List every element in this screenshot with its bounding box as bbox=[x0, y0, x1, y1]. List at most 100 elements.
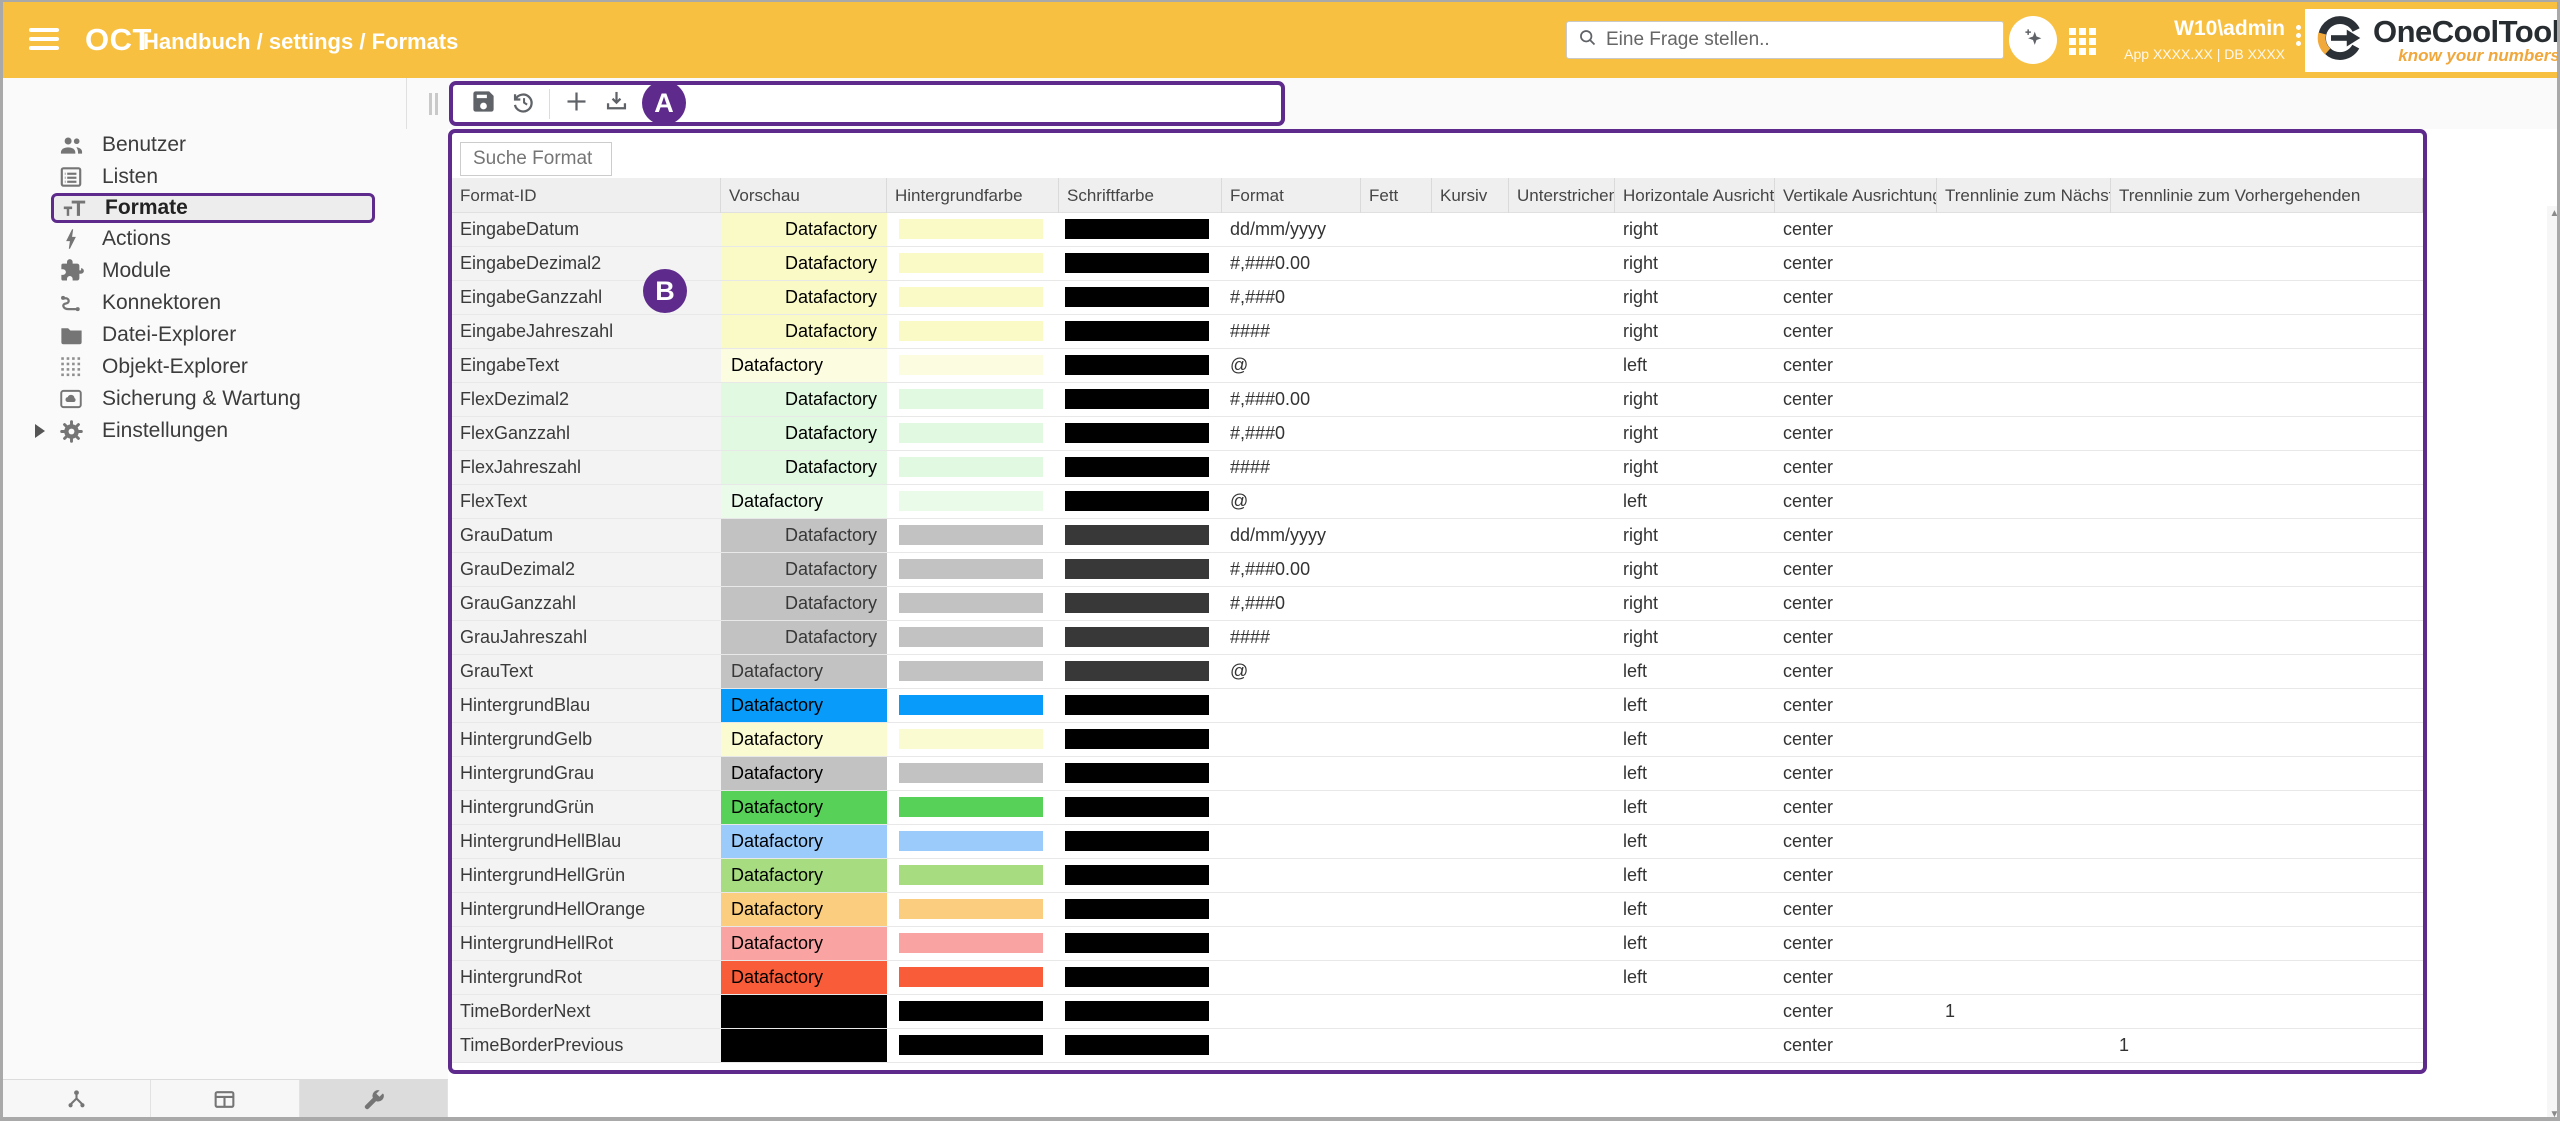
download-button[interactable] bbox=[596, 86, 636, 122]
cell-separator-next bbox=[1937, 825, 2111, 858]
table-row[interactable]: HintergrundGrauDatafactoryleftcenter bbox=[452, 757, 2423, 791]
cell-font-color bbox=[1059, 417, 1222, 450]
cell-horizontal-align: left bbox=[1615, 655, 1775, 688]
cell-vertical-align: center bbox=[1775, 281, 1937, 314]
column-header[interactable]: Format-ID bbox=[452, 178, 721, 213]
cell-underline bbox=[1509, 213, 1615, 246]
app-grid-icon[interactable] bbox=[2069, 28, 2095, 54]
expand-arrow-icon[interactable] bbox=[35, 424, 45, 438]
table-row[interactable]: HintergrundBlauDatafactoryleftcenter bbox=[452, 689, 2423, 723]
cell-background-color bbox=[887, 757, 1059, 790]
cell-underline bbox=[1509, 519, 1615, 552]
column-header[interactable]: Vertikale Ausrichtung bbox=[1775, 178, 1937, 213]
table-row[interactable]: GrauDatumDatafactorydd/mm/yyyyrightcente… bbox=[452, 519, 2423, 553]
cell-format bbox=[1222, 689, 1361, 722]
table-row[interactable]: EingabeDatumDatafactorydd/mm/yyyyrightce… bbox=[452, 213, 2423, 247]
add-button[interactable] bbox=[556, 86, 596, 122]
cell-bold bbox=[1361, 485, 1432, 518]
cell-format-id: HintergrundGrün bbox=[452, 791, 721, 824]
table-row[interactable]: HintergrundGrünDatafactoryleftcenter bbox=[452, 791, 2423, 825]
cell-bold bbox=[1361, 553, 1432, 586]
sidebar-item-actions[interactable]: Actions bbox=[3, 223, 448, 255]
table-row[interactable]: HintergrundGelbDatafactoryleftcenter bbox=[452, 723, 2423, 757]
table-row[interactable]: FlexJahreszahlDatafactory####rightcenter bbox=[452, 451, 2423, 485]
table-row[interactable]: HintergrundHellOrangeDatafactoryleftcent… bbox=[452, 893, 2423, 927]
table-row[interactable]: HintergrundHellRotDatafactoryleftcenter bbox=[452, 927, 2423, 961]
column-header[interactable]: Fett bbox=[1361, 178, 1432, 213]
sidebar-item-datei-explorer[interactable]: Datei-Explorer bbox=[3, 319, 448, 351]
assistant-button[interactable] bbox=[2009, 16, 2057, 64]
kebab-menu-icon[interactable] bbox=[2291, 22, 2305, 52]
table-row[interactable]: EingabeJahreszahlDatafactory####rightcen… bbox=[452, 315, 2423, 349]
column-header[interactable]: Horizontale Ausrichtung bbox=[1615, 178, 1775, 213]
save-button[interactable] bbox=[463, 86, 503, 122]
cell-font-color bbox=[1059, 451, 1222, 484]
column-header[interactable]: Schriftfarbe bbox=[1059, 178, 1222, 213]
cell-italic bbox=[1432, 383, 1509, 416]
table-row[interactable]: GrauGanzzahlDatafactory#,###0rightcenter bbox=[452, 587, 2423, 621]
history-button[interactable] bbox=[503, 86, 543, 122]
column-header[interactable]: Trennlinie zum Vorhergehenden bbox=[2111, 178, 2423, 213]
tab-window[interactable] bbox=[151, 1080, 299, 1121]
sidebar-item-sicherung-wartung[interactable]: Sicherung & Wartung bbox=[3, 383, 448, 415]
cell-background-color bbox=[887, 621, 1059, 654]
cell-vertical-align: center bbox=[1775, 519, 1937, 552]
sidebar-item-benutzer[interactable]: Benutzer bbox=[3, 129, 448, 161]
vertical-scrollbar[interactable]: ▲ ▼ bbox=[2547, 206, 2560, 1121]
sidebar-item-module[interactable]: Module bbox=[3, 255, 448, 287]
application-window: OCT Handbuch / settings / Formats W10\ad… bbox=[0, 0, 2560, 1121]
background-color-swatch bbox=[899, 525, 1043, 545]
table-row[interactable]: GrauTextDatafactory@leftcenter bbox=[452, 655, 2423, 689]
sidebar-item-objekt-explorer[interactable]: Objekt-Explorer bbox=[3, 351, 448, 383]
sidebar-item-konnektoren[interactable]: Konnektoren bbox=[3, 287, 448, 319]
cell-vertical-align: center bbox=[1775, 383, 1937, 416]
table-row[interactable]: FlexGanzzahlDatafactory#,###0rightcenter bbox=[452, 417, 2423, 451]
wrench-icon bbox=[361, 1087, 386, 1117]
bottom-tab-bar bbox=[3, 1079, 448, 1121]
cell-italic bbox=[1432, 995, 1509, 1028]
search-input[interactable] bbox=[1606, 29, 1993, 51]
cell-bold bbox=[1361, 587, 1432, 620]
table-row[interactable]: FlexDezimal2Datafactory#,###0.00rightcen… bbox=[452, 383, 2423, 417]
table-row[interactable]: EingabeDezimal2Datafactory#,###0.00right… bbox=[452, 247, 2423, 281]
cell-preview: Datafactory bbox=[721, 995, 887, 1028]
table-row[interactable]: EingabeTextDatafactory@leftcenter bbox=[452, 349, 2423, 383]
cell-italic bbox=[1432, 417, 1509, 450]
cell-italic bbox=[1432, 281, 1509, 314]
global-search[interactable] bbox=[1566, 21, 2004, 59]
cell-separator-previous bbox=[2111, 859, 2423, 892]
background-color-swatch bbox=[899, 253, 1043, 273]
sidebar-item-einstellungen[interactable]: Einstellungen bbox=[3, 415, 448, 447]
cell-preview: Datafactory bbox=[721, 961, 887, 994]
column-header[interactable]: Trennlinie zum Nächsten bbox=[1937, 178, 2111, 213]
hamburger-menu-icon[interactable] bbox=[29, 28, 59, 52]
table-row[interactable]: HintergrundRotDatafactoryleftcenter bbox=[452, 961, 2423, 995]
table-row[interactable]: GrauJahreszahlDatafactory####rightcenter bbox=[452, 621, 2423, 655]
cell-background-color bbox=[887, 417, 1059, 450]
column-header[interactable]: Kursiv bbox=[1432, 178, 1509, 213]
tab-hierarchy[interactable] bbox=[3, 1080, 151, 1121]
table-row[interactable]: TimeBorderPreviousDatafactorycenter1 bbox=[452, 1029, 2423, 1063]
table-row[interactable]: FlexTextDatafactory@leftcenter bbox=[452, 485, 2423, 519]
scroll-up-arrow[interactable]: ▲ bbox=[2547, 206, 2560, 221]
table-row[interactable]: EingabeGanzzahlDatafactory#,###0rightcen… bbox=[452, 281, 2423, 315]
cell-italic bbox=[1432, 315, 1509, 348]
scroll-down-arrow[interactable]: ▼ bbox=[2547, 1107, 2560, 1121]
column-header[interactable]: Hintergrundfarbe bbox=[887, 178, 1059, 213]
list-icon bbox=[57, 163, 85, 191]
table-row[interactable]: HintergrundHellGrünDatafactoryleftcenter bbox=[452, 859, 2423, 893]
column-header[interactable]: Vorschau bbox=[721, 178, 887, 213]
cell-vertical-align: center bbox=[1775, 1029, 1937, 1062]
column-header[interactable]: Unterstrichen bbox=[1509, 178, 1615, 213]
format-search-input[interactable]: Suche Format bbox=[460, 142, 612, 176]
sidebar-item-formate[interactable]: Formate bbox=[51, 193, 375, 223]
table-row[interactable]: TimeBorderNextDatafactorycenter1 bbox=[452, 995, 2423, 1029]
panel-drag-handle[interactable] bbox=[429, 93, 441, 115]
cell-format bbox=[1222, 723, 1361, 756]
tab-tools[interactable] bbox=[300, 1080, 448, 1121]
sidebar-item-listen[interactable]: Listen bbox=[3, 161, 448, 193]
table-row[interactable]: GrauDezimal2Datafactory#,###0.00rightcen… bbox=[452, 553, 2423, 587]
column-header[interactable]: Format bbox=[1222, 178, 1361, 213]
app-title: OCT bbox=[85, 22, 152, 58]
table-row[interactable]: HintergrundHellBlauDatafactoryleftcenter bbox=[452, 825, 2423, 859]
